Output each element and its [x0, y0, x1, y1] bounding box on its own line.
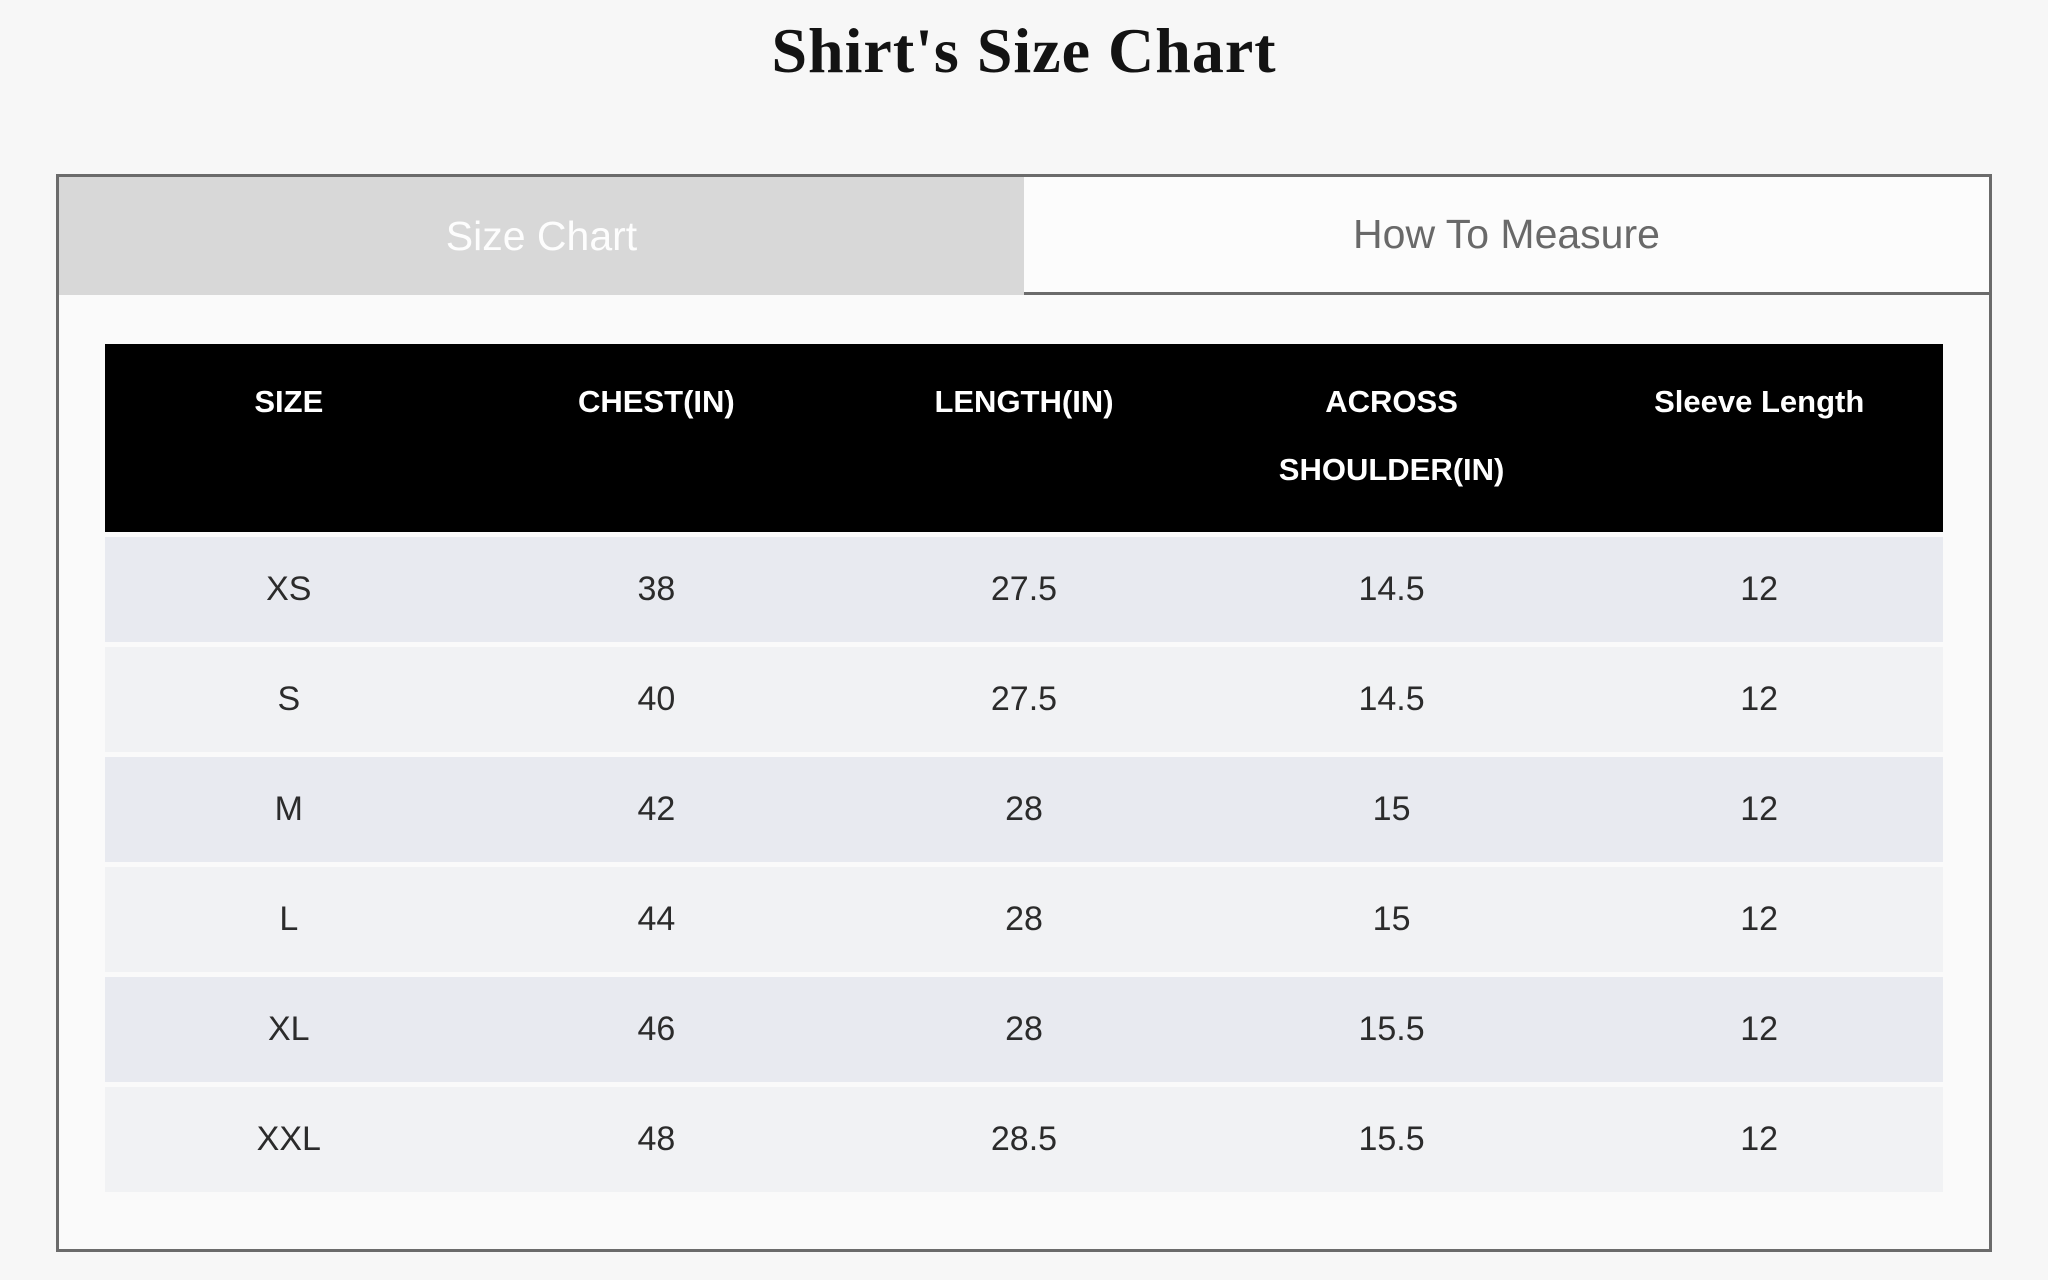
size-cell: L [105, 867, 473, 973]
column-header-2: LENGTH(IN) [840, 344, 1208, 533]
measurement-cell: 12 [1575, 537, 1943, 643]
table-row: XL 46 28 15.5 12 [105, 977, 1943, 1083]
column-header-3: ACROSS SHOULDER(IN) [1207, 344, 1576, 533]
tab-size-chart-label: Size Chart [445, 212, 638, 259]
tab-size-chart[interactable]: Size Chart [59, 177, 1024, 295]
measurement-cell: 28 [840, 757, 1208, 863]
table-row: XS 38 27.5 14.5 12 [105, 537, 1943, 643]
header-row: SIZE CHEST(IN) LENGTH(IN) ACROSS SHOULDER(I… [105, 344, 1943, 533]
column-header-4: Sleeve Length [1575, 344, 1943, 533]
size-cell: XXL [105, 1087, 473, 1193]
measurement-cell: 14.5 [1207, 647, 1576, 753]
measurement-cell: 27.5 [840, 647, 1208, 753]
tab-how-to-measure[interactable]: How To Measure [1024, 177, 1989, 295]
page-title: Shirt's Size Chart [771, 15, 1277, 86]
table-row: M 42 28 15 12 [105, 757, 1943, 863]
size-table-head: SIZE CHEST(IN) LENGTH(IN) ACROSS SHOULDER(I… [105, 344, 1943, 533]
measurement-cell: 12 [1575, 1087, 1943, 1193]
measurement-cell: 44 [472, 867, 841, 973]
measurement-cell: 48 [472, 1087, 841, 1193]
tab-how-to-measure-label: How To Measure [1353, 211, 1660, 257]
measurement-cell: 12 [1575, 647, 1943, 753]
measurement-cell: 40 [472, 647, 841, 753]
size-cell: XL [105, 977, 473, 1083]
measurement-cell: 14.5 [1207, 537, 1576, 643]
size-table-body: XS 38 27.5 14.5 12 S 40 27.5 14.5 12 M 42 28 15 12 L 44 2… [105, 537, 1943, 1193]
measurement-cell: 42 [472, 757, 841, 863]
table-row: XXL 48 28.5 15.5 12 [105, 1087, 1943, 1193]
tab-bar: Size Chart How To Measure [59, 177, 1989, 295]
measurement-cell: 28.5 [840, 1087, 1208, 1193]
measurement-cell: 15.5 [1207, 977, 1576, 1083]
size-table: SIZE CHEST(IN) LENGTH(IN) ACROSS SHOULDER(I… [105, 339, 1943, 1197]
measurement-cell: 15.5 [1207, 1087, 1576, 1193]
measurement-cell: 28 [840, 867, 1208, 973]
table-row: S 40 27.5 14.5 12 [105, 647, 1943, 753]
size-cell: S [105, 647, 473, 753]
size-cell: XS [105, 537, 473, 643]
measurement-cell: 12 [1575, 757, 1943, 863]
measurement-cell: 15 [1207, 867, 1576, 973]
tab-content: SIZE CHEST(IN) LENGTH(IN) ACROSS SHOULDER(I… [59, 295, 1989, 1249]
measurement-cell: 12 [1575, 977, 1943, 1083]
table-row: L 44 28 15 12 [105, 867, 1943, 973]
measurement-cell: 46 [472, 977, 841, 1083]
size-cell: M [105, 757, 473, 863]
column-header-0: SIZE [105, 344, 473, 533]
column-header-1: CHEST(IN) [472, 344, 841, 533]
measurement-cell: 15 [1207, 757, 1576, 863]
measurement-cell: 28 [840, 977, 1208, 1083]
size-chart-widget: Size Chart How To Measure SIZE CHEST(IN) L… [56, 174, 1992, 1253]
measurement-cell: 27.5 [840, 537, 1208, 643]
measurement-cell: 38 [472, 537, 841, 643]
measurement-cell: 12 [1575, 867, 1943, 973]
